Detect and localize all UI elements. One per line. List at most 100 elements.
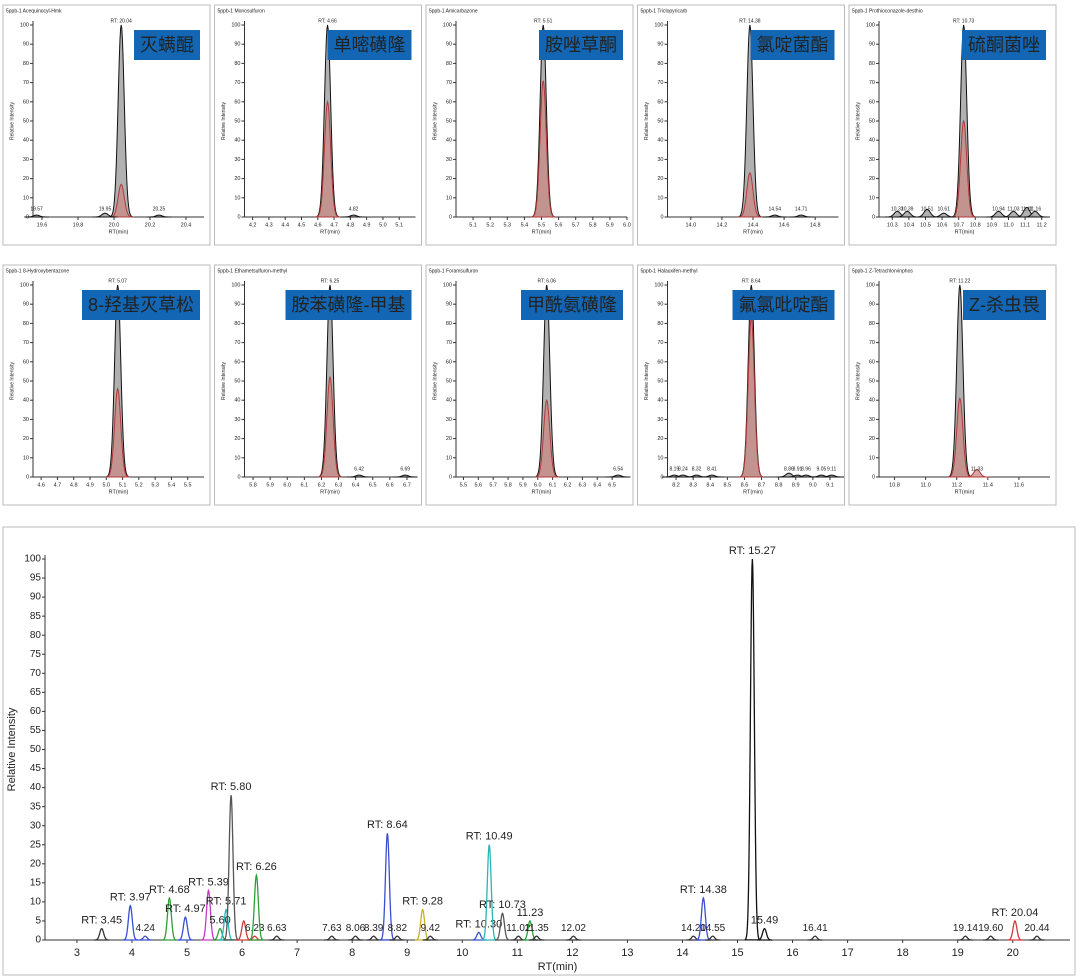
- peak-label: 10.51: [921, 206, 934, 212]
- y-tick-label: 0: [872, 214, 875, 220]
- x-axis-label: RT(min): [109, 489, 129, 495]
- y-tick-label: 10: [446, 455, 452, 461]
- peak: [248, 872, 265, 941]
- y-tick-label: 0: [35, 935, 41, 946]
- x-axis-label: RT(min): [532, 229, 552, 235]
- y-tick-label: 100: [654, 282, 663, 288]
- x-tick-label: 10.4: [904, 222, 915, 228]
- panel-frame: [2, 526, 1076, 976]
- chromatogram-main: 0510152025303540455055606570758085909510…: [2, 526, 1076, 976]
- peak-label: 14.71: [795, 206, 808, 212]
- peak-label: RT: 11.22: [949, 278, 970, 284]
- peak-label: RT: 5.80: [211, 781, 252, 793]
- y-tick-label: 70: [869, 340, 875, 346]
- y-tick-label: 60: [234, 99, 240, 105]
- y-tick-label: 30: [869, 157, 875, 163]
- chromatogram-panel: 0 10 20 30 40 50 60 70 80 90 100 5.8 5.9 6.0 6.1 6.2 6.3…: [214, 264, 422, 506]
- peak-label: 8.82: [388, 923, 408, 934]
- peak: [389, 935, 406, 941]
- peak: [931, 212, 957, 218]
- y-tick-label: 40: [234, 138, 240, 144]
- y-tick-label: 100: [654, 22, 663, 28]
- peak-label: 4.24: [135, 923, 155, 934]
- peak-label: 19.14: [953, 923, 978, 934]
- y-tick-label: 10: [23, 455, 29, 461]
- x-tick-label: 5.2: [135, 482, 143, 488]
- y-tick-label: 80: [234, 321, 240, 327]
- y-tick-label: 50: [23, 378, 29, 384]
- y-tick-label: 100: [866, 282, 875, 288]
- chromatogram-panel: 0 10 20 30 40 50 60 70 80 90 100 14.0 14.2 14.4 14.6 14…: [637, 4, 845, 246]
- peak-label: RT: 8.64: [367, 819, 408, 831]
- compound-label: 硫酮菌唑: [968, 35, 1040, 55]
- compound-label: 氟氯吡啶酯: [739, 295, 829, 315]
- y-tick-label: 0: [660, 214, 663, 220]
- y-tick-label: 10: [234, 455, 240, 461]
- y-tick-label: 20: [446, 436, 452, 442]
- peak: [161, 896, 178, 941]
- x-axis-label: RT(min): [955, 489, 975, 495]
- panel-header: 5ppb-1 Halauxifen-methyl: [641, 268, 698, 274]
- y-axis-label: Relative Intensity: [221, 101, 227, 140]
- y-tick-label: 0: [237, 214, 240, 220]
- x-tick-label: 20: [1007, 947, 1019, 959]
- peak-label: 7.63: [322, 923, 342, 934]
- y-tick-label: 80: [657, 321, 663, 327]
- x-tick-label: 20.0: [109, 222, 120, 228]
- peak-label: 10.61: [937, 206, 950, 212]
- x-tick-label: 5.0: [102, 482, 110, 488]
- x-tick-label: 5.7: [572, 222, 580, 228]
- peak: [481, 844, 498, 941]
- x-tick-label: 5.1: [119, 482, 127, 488]
- x-tick-label: 10.7: [953, 222, 964, 228]
- y-tick-label: 80: [657, 61, 663, 67]
- y-tick-label: 15: [30, 877, 42, 888]
- peak-label: RT: 6.06: [537, 278, 556, 284]
- x-tick-label: 14.4: [748, 222, 759, 228]
- peak: [699, 474, 725, 478]
- panel-header: 5ppb-1 Triclopyricarb: [641, 8, 688, 14]
- y-tick-label: 90: [446, 302, 452, 308]
- y-tick-label: 40: [23, 398, 29, 404]
- x-tick-label: 8.6: [741, 482, 749, 488]
- compound-label-box: [285, 290, 412, 320]
- peak: [24, 214, 49, 218]
- compound-label: Z-杀虫畏: [969, 295, 1040, 315]
- x-tick-label: 16: [786, 947, 798, 959]
- peak: [269, 935, 285, 941]
- y-tick-label: 10: [869, 455, 875, 461]
- x-tick-label: 8.4: [706, 482, 714, 488]
- x-tick-label: 6.4: [352, 482, 360, 488]
- peak-label: 8.41: [707, 466, 717, 472]
- panel-header: 5ppb-1 Acequinocyl-Hmk: [6, 8, 62, 14]
- y-tick-label: 20: [657, 176, 663, 182]
- y-tick-label: 40: [234, 398, 240, 404]
- y-tick-label: 60: [446, 359, 452, 365]
- y-tick-label: 70: [30, 668, 42, 679]
- x-tick-label: 6.3: [579, 482, 587, 488]
- peak-label: RT: 10.30: [455, 918, 502, 930]
- compound-label: 8-羟基灭草松: [88, 295, 194, 315]
- chromatogram-panel: 0 10 20 30 40 50 60 70 80 90 100 4.6 4.7 4.8 4.9 5.0 5.1…: [2, 264, 211, 506]
- x-tick-label: 5.8: [249, 482, 257, 488]
- peak-label: RT: 5.51: [534, 18, 553, 24]
- y-tick-label: 40: [446, 138, 452, 144]
- peak-label: 14.55: [700, 923, 725, 934]
- x-tick-label: 4: [129, 947, 135, 959]
- peak: [1007, 920, 1023, 941]
- peak: [605, 474, 631, 478]
- y-tick-label: 60: [657, 359, 663, 365]
- x-tick-label: 4.8: [70, 482, 78, 488]
- x-tick-label: 4.5: [298, 222, 306, 228]
- peak-label: RT: 14.38: [680, 884, 727, 896]
- y-tick-label: 80: [23, 61, 29, 67]
- peak-label: 11.33: [971, 466, 983, 472]
- x-tick-label: 5.8: [589, 222, 597, 228]
- y-tick-label: 20: [446, 176, 452, 182]
- x-tick-label: 5.5: [538, 222, 546, 228]
- peak: [200, 888, 217, 941]
- peak-label: 11.16: [1029, 206, 1041, 212]
- y-tick-label: 50: [657, 378, 663, 384]
- peak: [146, 214, 172, 218]
